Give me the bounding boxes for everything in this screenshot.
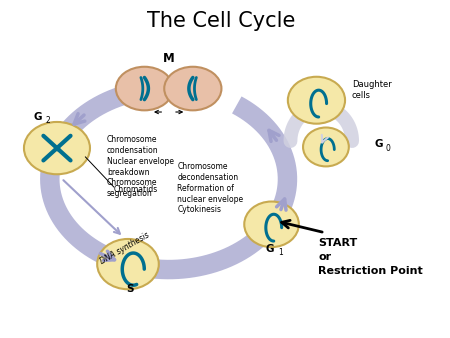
Text: DNA synthesis: DNA synthesis bbox=[98, 230, 151, 266]
Text: Chromosome
decondensation
Reformation of
nuclear envelope
Cytokinesis: Chromosome decondensation Reformation of… bbox=[177, 162, 243, 214]
Text: Daughter
cells: Daughter cells bbox=[351, 80, 392, 100]
Text: Chromosome
condensation
Nuclear envelope
breakdown
Chromosome
segregation: Chromosome condensation Nuclear envelope… bbox=[107, 136, 174, 198]
Ellipse shape bbox=[116, 67, 173, 110]
Text: Chromatids: Chromatids bbox=[113, 185, 158, 194]
Text: 0: 0 bbox=[386, 144, 391, 153]
Ellipse shape bbox=[24, 122, 90, 174]
Text: M: M bbox=[163, 52, 175, 65]
Text: The Cell Cycle: The Cell Cycle bbox=[147, 11, 296, 31]
Ellipse shape bbox=[97, 239, 159, 289]
Ellipse shape bbox=[288, 77, 345, 124]
Text: 2: 2 bbox=[46, 116, 50, 125]
Ellipse shape bbox=[164, 67, 221, 110]
Text: S: S bbox=[126, 284, 134, 294]
Ellipse shape bbox=[303, 127, 349, 166]
Text: G: G bbox=[34, 112, 42, 122]
Text: START
or
Restriction Point: START or Restriction Point bbox=[318, 238, 423, 276]
Ellipse shape bbox=[244, 201, 299, 247]
Text: 1: 1 bbox=[278, 248, 283, 257]
Text: G: G bbox=[266, 244, 274, 254]
Text: G: G bbox=[374, 139, 383, 149]
